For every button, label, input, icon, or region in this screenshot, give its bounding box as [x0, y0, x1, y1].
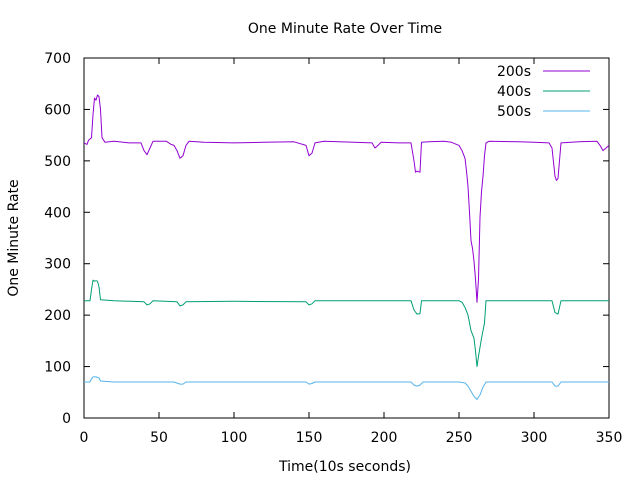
y-tick-label: 0: [62, 411, 71, 427]
x-tick-label: 200: [371, 430, 398, 446]
legend-label-500s: 500s: [497, 104, 531, 120]
y-tick-label: 200: [44, 308, 71, 324]
y-tick-label: 100: [44, 360, 71, 376]
y-tick-label: 500: [44, 154, 71, 170]
y-tick-label: 300: [44, 257, 71, 273]
y-tick-label: 400: [44, 205, 71, 221]
series-line-400s: [84, 279, 609, 368]
y-tick-label: 600: [44, 102, 71, 118]
y-axis-label: One Minute Rate: [6, 179, 22, 296]
legend-label-400s: 400s: [497, 84, 531, 100]
chart-title: One Minute Rate Over Time: [248, 21, 442, 37]
plot-area: 0 50 100 150 200 250 300 350 0 100 200 300 400 500 600…: [44, 51, 622, 446]
legend: 200s 400s 500s: [497, 64, 590, 120]
x-tick-label: 300: [521, 430, 548, 446]
x-tick-label: 50: [150, 430, 168, 446]
x-tick-label: 350: [596, 430, 623, 446]
legend-label-200s: 200s: [497, 64, 531, 80]
x-tick-label: 250: [446, 430, 473, 446]
x-tick-label: 150: [296, 430, 323, 446]
plot-frame: [83, 57, 610, 419]
series-line-200s: [83, 94, 610, 303]
series-line-500s: [84, 376, 609, 400]
x-axis-label: Time(10s seconds): [278, 459, 411, 475]
x-tick-label: 0: [80, 430, 89, 446]
x-tick-label: 100: [221, 430, 248, 446]
y-tick-label: 700: [44, 51, 71, 67]
